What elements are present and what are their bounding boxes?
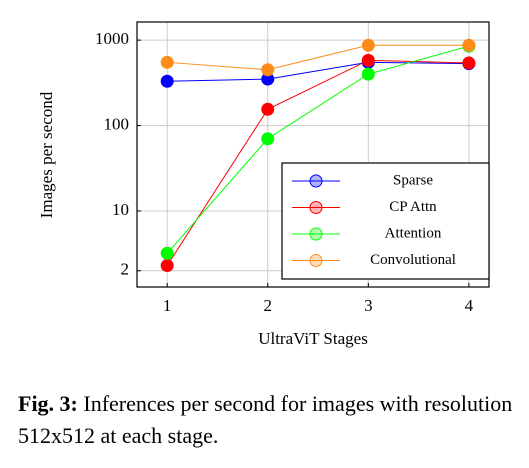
legend-marker (309, 174, 323, 188)
legend-label: CP Attn (389, 199, 437, 215)
legend-box (281, 162, 490, 280)
caption: Fig. 3: Inferences per second for images… (18, 388, 518, 452)
series-line (167, 44, 469, 71)
plot-frame (136, 21, 490, 288)
point (361, 53, 375, 67)
legend-marker (309, 254, 323, 267)
x-tick-label: 2 (263, 296, 272, 315)
caption-label: Fig. 3: (18, 391, 78, 416)
point (462, 38, 476, 52)
point (261, 102, 275, 116)
legend-label: Convolutional (370, 252, 456, 268)
y-tick-label: 1000 (95, 29, 129, 48)
point (462, 56, 476, 70)
series-line (166, 59, 469, 266)
point (160, 246, 174, 260)
x-axis-label: UltraViT Stages (258, 329, 368, 348)
legend-marker (309, 201, 323, 214)
y-tick-label: 2 (121, 260, 130, 279)
series-line (167, 61, 469, 82)
point (160, 74, 174, 88)
y-tick-label: 10 (112, 200, 129, 219)
x-tick-label: 3 (364, 296, 373, 315)
legend-label: Sparse (393, 172, 433, 188)
point (261, 132, 275, 146)
point (160, 259, 174, 273)
x-tick-label: 4 (465, 296, 474, 315)
y-tick-label: 100 (104, 114, 130, 133)
point (361, 38, 375, 52)
point (261, 63, 275, 77)
caption-text: Inferences per second for images with re… (18, 391, 513, 448)
series-line (166, 45, 470, 254)
point (361, 67, 375, 81)
legend-marker (309, 227, 323, 241)
point (160, 55, 174, 69)
y-axis-label: Images per second (37, 91, 56, 218)
legend-label: Attention (385, 225, 442, 241)
x-tick-label: 1 (163, 296, 172, 315)
chart: Images per second UltraViT Stages 2 10 100… (37, 21, 490, 348)
